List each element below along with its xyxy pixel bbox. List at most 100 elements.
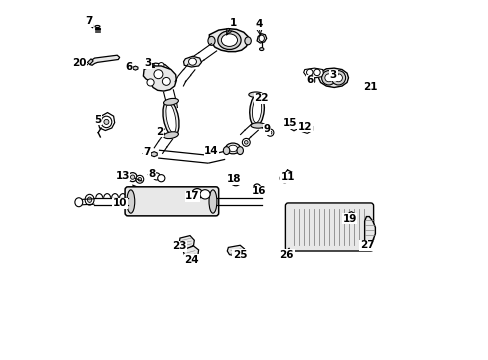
Ellipse shape xyxy=(259,48,264,50)
Text: 5: 5 xyxy=(94,115,101,125)
Ellipse shape xyxy=(163,98,178,105)
Text: 15: 15 xyxy=(283,118,297,128)
Ellipse shape xyxy=(321,71,335,85)
Polygon shape xyxy=(151,152,157,157)
Text: 12: 12 xyxy=(297,122,311,132)
Ellipse shape xyxy=(165,104,176,133)
Text: 7: 7 xyxy=(85,17,93,27)
Ellipse shape xyxy=(136,175,143,183)
Ellipse shape xyxy=(162,71,167,76)
Text: 26: 26 xyxy=(279,249,293,260)
Ellipse shape xyxy=(101,116,112,128)
Ellipse shape xyxy=(334,74,342,82)
Ellipse shape xyxy=(237,147,243,154)
Ellipse shape xyxy=(162,77,170,85)
Text: 14: 14 xyxy=(204,145,218,156)
Ellipse shape xyxy=(153,173,160,180)
Text: 3: 3 xyxy=(144,58,151,68)
Text: 13: 13 xyxy=(115,171,129,181)
Polygon shape xyxy=(89,55,120,65)
Polygon shape xyxy=(257,34,266,43)
Ellipse shape xyxy=(280,174,288,183)
Polygon shape xyxy=(190,53,203,66)
Text: 23: 23 xyxy=(172,241,186,251)
Text: 17: 17 xyxy=(185,191,200,201)
Polygon shape xyxy=(308,77,314,84)
Ellipse shape xyxy=(126,190,135,213)
Ellipse shape xyxy=(306,69,312,76)
Text: 9: 9 xyxy=(263,124,270,134)
Polygon shape xyxy=(318,68,348,87)
Text: 11: 11 xyxy=(281,172,295,182)
Ellipse shape xyxy=(104,120,109,125)
Polygon shape xyxy=(94,198,128,205)
Text: 21: 21 xyxy=(362,82,377,93)
Polygon shape xyxy=(209,29,248,51)
Ellipse shape xyxy=(148,64,155,70)
Polygon shape xyxy=(165,100,177,109)
Polygon shape xyxy=(147,63,171,79)
Ellipse shape xyxy=(130,175,135,179)
Polygon shape xyxy=(347,212,354,220)
Polygon shape xyxy=(199,44,216,60)
Ellipse shape xyxy=(87,197,92,202)
Ellipse shape xyxy=(291,125,296,129)
Ellipse shape xyxy=(253,184,260,192)
Text: 8: 8 xyxy=(148,168,155,179)
Ellipse shape xyxy=(188,58,196,65)
Ellipse shape xyxy=(158,63,163,68)
Ellipse shape xyxy=(330,71,345,85)
Polygon shape xyxy=(216,198,262,205)
Polygon shape xyxy=(303,68,323,78)
Ellipse shape xyxy=(252,98,261,123)
Text: 24: 24 xyxy=(184,255,199,265)
Ellipse shape xyxy=(207,36,215,45)
Text: 16: 16 xyxy=(251,186,265,197)
Polygon shape xyxy=(364,217,375,244)
Polygon shape xyxy=(158,133,172,147)
Ellipse shape xyxy=(200,190,210,199)
Polygon shape xyxy=(206,152,224,163)
Ellipse shape xyxy=(348,213,353,218)
Polygon shape xyxy=(79,199,94,205)
Ellipse shape xyxy=(138,177,142,181)
Text: 7: 7 xyxy=(143,147,150,157)
Polygon shape xyxy=(163,90,176,102)
Ellipse shape xyxy=(223,147,229,154)
Ellipse shape xyxy=(313,69,320,76)
Ellipse shape xyxy=(314,71,317,75)
Ellipse shape xyxy=(242,138,250,146)
Ellipse shape xyxy=(233,179,238,183)
Ellipse shape xyxy=(282,176,286,180)
Polygon shape xyxy=(183,56,201,67)
Text: 6: 6 xyxy=(125,62,132,72)
Ellipse shape xyxy=(230,176,241,186)
Polygon shape xyxy=(301,123,312,134)
Ellipse shape xyxy=(228,145,237,152)
Ellipse shape xyxy=(128,173,137,181)
Ellipse shape xyxy=(250,123,265,128)
Text: 19: 19 xyxy=(342,214,356,224)
Ellipse shape xyxy=(194,191,199,196)
FancyBboxPatch shape xyxy=(285,203,373,251)
Polygon shape xyxy=(87,59,93,64)
Ellipse shape xyxy=(153,70,158,75)
Ellipse shape xyxy=(95,26,100,28)
Ellipse shape xyxy=(312,69,319,78)
Ellipse shape xyxy=(217,31,241,49)
Ellipse shape xyxy=(154,70,163,79)
Ellipse shape xyxy=(248,92,263,97)
Ellipse shape xyxy=(266,129,273,136)
Ellipse shape xyxy=(85,194,94,205)
Ellipse shape xyxy=(259,35,264,41)
Text: 3: 3 xyxy=(329,70,336,80)
Ellipse shape xyxy=(75,198,82,207)
Polygon shape xyxy=(154,141,166,153)
Ellipse shape xyxy=(208,190,217,213)
Text: 6: 6 xyxy=(305,75,313,85)
Polygon shape xyxy=(133,66,138,70)
Text: 18: 18 xyxy=(227,174,241,184)
Polygon shape xyxy=(227,245,244,256)
Polygon shape xyxy=(240,130,251,141)
Polygon shape xyxy=(179,235,194,249)
